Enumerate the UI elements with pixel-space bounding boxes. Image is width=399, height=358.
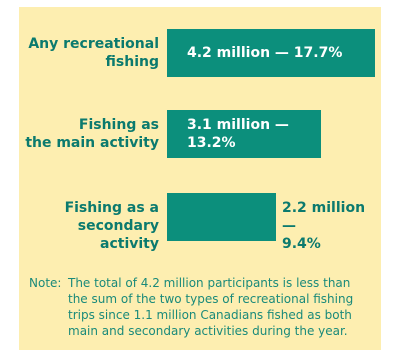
note-text: The total of 4.2 million participants is… — [68, 276, 354, 338]
value-label: 2.2 million — 9.4% — [282, 199, 381, 253]
bar — [167, 110, 321, 158]
category-label-line: Any recreational — [28, 36, 159, 52]
category-label: Any recreational fishing — [19, 35, 159, 71]
value-label-line: 13.2% — [187, 135, 236, 151]
chart-panel: Any recreational fishing 4.2 million — 17.… — [19, 7, 381, 350]
value-label-line: 3.1 million — — [187, 117, 289, 133]
category-label: Fishing as the main activity — [19, 116, 159, 152]
bar — [167, 193, 276, 241]
category-label-line: secondary activity — [77, 218, 159, 252]
category-label-line: Fishing as — [78, 117, 159, 133]
category-label-line: fishing — [105, 54, 159, 70]
value-label: 4.2 million — 17.7% — [187, 44, 342, 62]
note-label: Note: — [29, 276, 62, 290]
value-label-line: 2.2 million — — [282, 200, 366, 234]
category-label-line: the main activity — [25, 135, 159, 151]
value-label-line: 4.2 million — 17.7% — [187, 45, 343, 61]
category-label-line: Fishing as a — [64, 200, 159, 216]
category-label: Fishing as a secondary activity — [19, 199, 159, 253]
value-label-line: 9.4% — [282, 236, 321, 252]
value-label: 3.1 million — 13.2% — [187, 116, 289, 152]
bar — [167, 29, 375, 77]
